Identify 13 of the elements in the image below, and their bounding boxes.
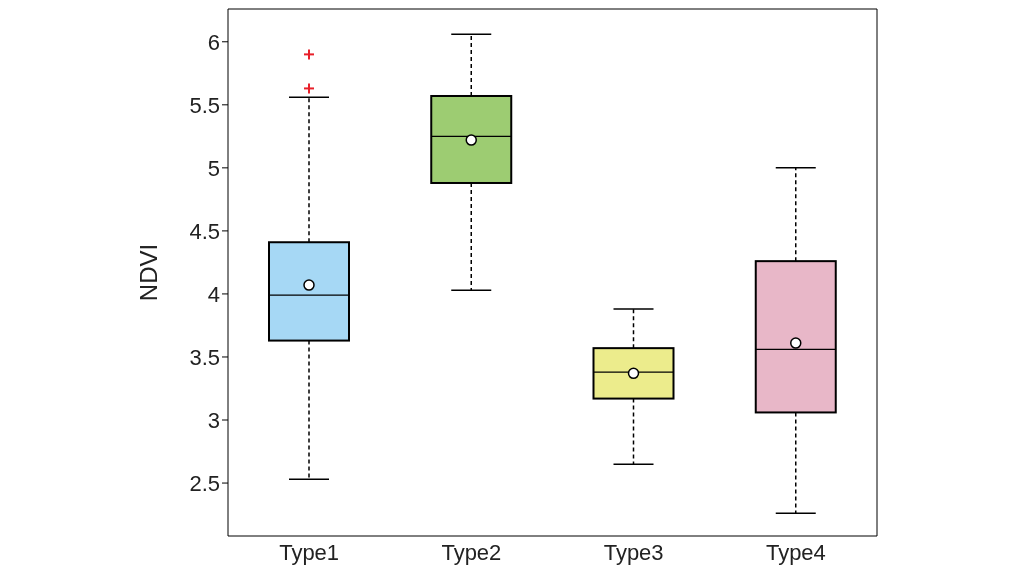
- y-tick-label: 5: [207, 155, 220, 181]
- y-axis-title: NDVI: [134, 243, 162, 302]
- y-tick-label: 5.5: [189, 92, 220, 118]
- x-tick-label: Type4: [765, 539, 826, 565]
- x-tick-label: Type1: [279, 539, 340, 565]
- y-tick-label: 3: [207, 407, 220, 433]
- y-tick-label: 6: [207, 29, 220, 55]
- x-tick-label: Type2: [441, 539, 502, 565]
- y-tick-label: 4.5: [189, 218, 220, 244]
- x-tick-label: Type3: [603, 539, 664, 565]
- y-tick-label: 4: [207, 281, 220, 307]
- y-tick-label: 2.5: [189, 470, 220, 496]
- y-tick-label: 3.5: [189, 344, 220, 370]
